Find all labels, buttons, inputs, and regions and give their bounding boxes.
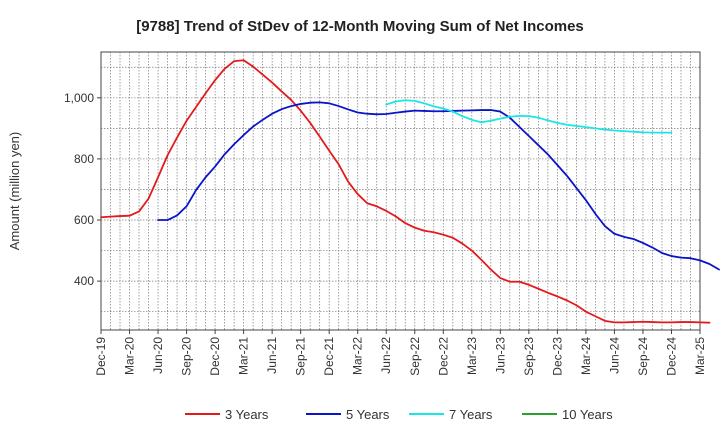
y-tick-label: 400 [74, 274, 94, 288]
legend-label: 3 Years [225, 407, 269, 422]
x-tick-label: Sep-24 [636, 337, 650, 376]
x-tick-label: Mar-21 [237, 337, 251, 375]
y-tick-label: 600 [74, 213, 94, 227]
legend-label: 5 Years [346, 407, 390, 422]
x-tick-label: Sep-20 [180, 337, 194, 376]
chart-title: [9788] Trend of StDev of 12-Month Moving… [136, 18, 584, 35]
legend-label: 7 Years [449, 407, 493, 422]
series-layer [100, 59, 720, 324]
x-tick-label: Jun-23 [493, 337, 507, 374]
x-tick-label: Dec-20 [208, 337, 222, 376]
plot-area [100, 51, 701, 331]
x-tick-label: Mar-25 [693, 337, 707, 375]
x-tick-label: Dec-23 [550, 337, 564, 376]
legend-label: 10 Years [562, 407, 613, 422]
x-tick-label: Sep-21 [294, 337, 308, 376]
x-tick-label: Mar-23 [465, 337, 479, 375]
y-axis-label: Amount (million yen) [7, 132, 22, 251]
x-tick-label: Jun-22 [379, 337, 393, 374]
x-tick-label: Dec-21 [322, 337, 336, 376]
x-tick-label: Jun-24 [607, 337, 621, 374]
x-tick-label: Dec-22 [436, 337, 450, 376]
plot-border [100, 51, 701, 331]
x-tick-label: Mar-22 [351, 337, 365, 375]
x-tick-label: Mar-24 [579, 337, 593, 375]
x-tick-label: Jun-21 [265, 337, 279, 374]
x-tick-label: Sep-22 [408, 337, 422, 376]
series-line-5-years [157, 101, 720, 271]
y-axis: 400 600 800 1,000 [64, 91, 101, 288]
x-tick-label: Jun-20 [151, 337, 165, 374]
x-tick-label: Mar-20 [123, 337, 137, 375]
y-tick-label: 800 [74, 152, 94, 166]
legend: 3 Years 5 Years 7 Years 10 Years [185, 407, 613, 422]
grid [101, 52, 700, 330]
x-tick-label: Sep-23 [522, 337, 536, 376]
series-line-7-years [385, 99, 673, 134]
series-line-3-years [100, 59, 711, 324]
x-tick-label: Dec-24 [664, 337, 678, 376]
x-tick-label: Dec-19 [94, 337, 108, 376]
y-tick-label: 1,000 [64, 91, 94, 105]
x-axis: Dec-19 Mar-20 Jun-20 Sep-20 Dec-20 Mar-21 Jun-… [94, 330, 707, 376]
